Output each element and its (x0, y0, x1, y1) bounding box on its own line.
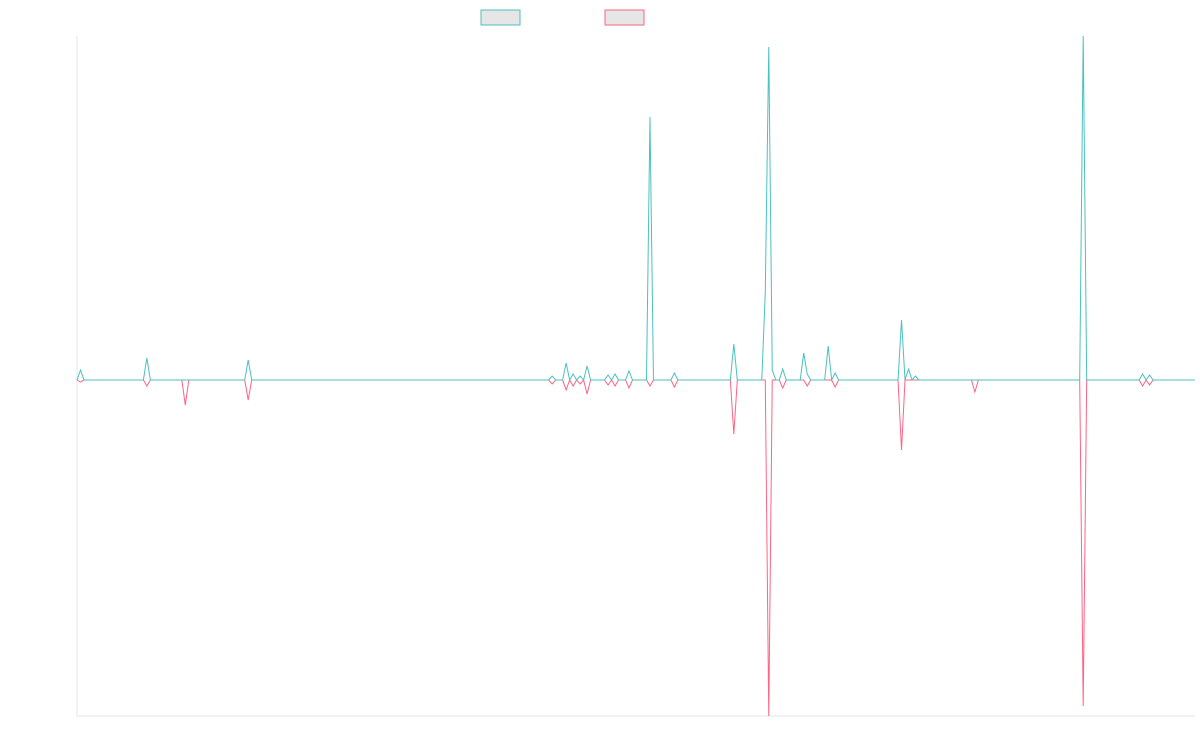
legend-swatch (480, 9, 521, 26)
legend-swatch (604, 9, 645, 26)
line-series (76, 35, 1195, 382)
line-series (76, 378, 1195, 717)
